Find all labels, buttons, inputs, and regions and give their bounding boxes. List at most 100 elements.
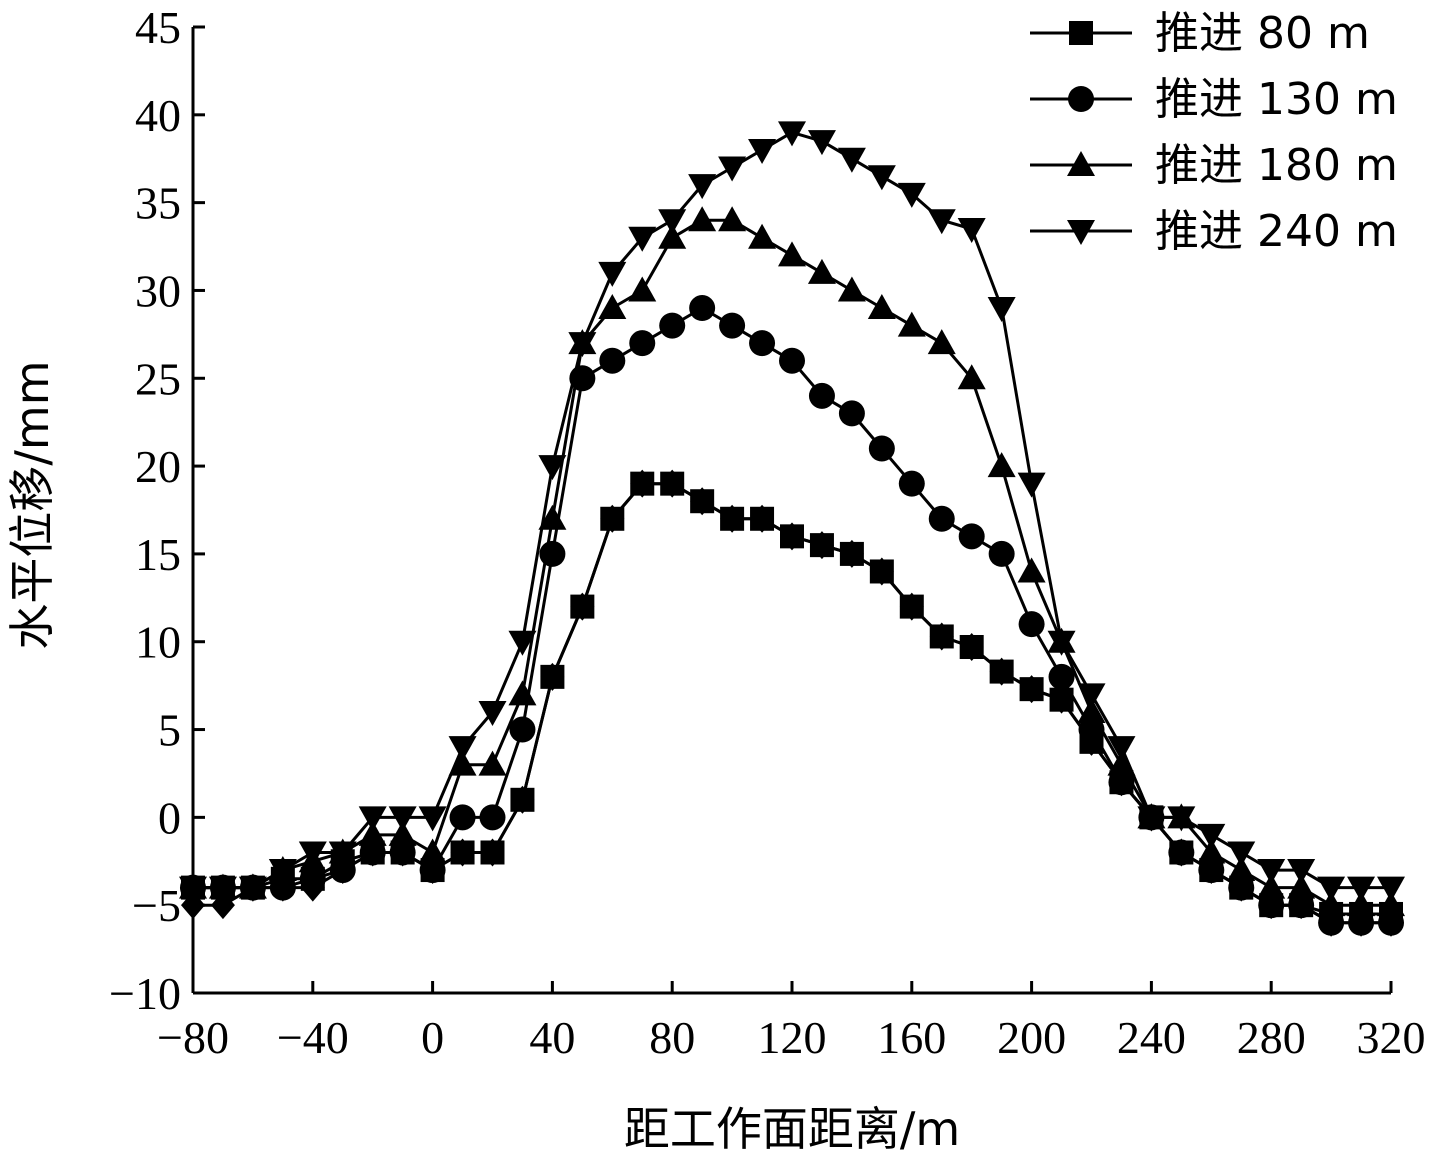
data-point — [479, 804, 506, 831]
data-point — [1017, 557, 1046, 583]
series-5 — [181, 469, 1403, 937]
data-point — [600, 504, 625, 533]
data-point — [1227, 856, 1256, 882]
data-point — [509, 716, 536, 743]
data-point — [957, 364, 986, 390]
data-point — [538, 455, 567, 481]
data-point — [899, 592, 924, 621]
x-tick-label: 320 — [1357, 1012, 1426, 1063]
data-point — [210, 891, 235, 920]
y-tick-label: 20 — [135, 441, 181, 492]
data-point — [450, 838, 475, 867]
data-point — [690, 487, 715, 516]
data-point — [748, 223, 777, 249]
series-layer — [179, 121, 1405, 937]
y-tick-label: 35 — [135, 178, 181, 229]
data-point — [1377, 891, 1405, 917]
data-point — [1319, 908, 1344, 937]
data-point — [300, 873, 325, 902]
legend-marker — [1068, 86, 1094, 112]
legend-entry: 推进 130 m — [1030, 74, 1398, 125]
data-point — [540, 662, 565, 691]
data-point — [390, 838, 415, 867]
data-point — [1107, 750, 1136, 776]
x-tick-label: 160 — [877, 1012, 946, 1063]
data-point — [598, 294, 627, 320]
data-point — [718, 156, 747, 182]
data-point — [929, 622, 954, 651]
data-point — [599, 347, 626, 374]
data-point — [568, 332, 597, 358]
data-point — [1197, 838, 1226, 864]
y-tick-label: 15 — [135, 529, 181, 580]
data-point — [718, 206, 747, 232]
legend-label: 推进 180 m — [1155, 140, 1398, 191]
data-point — [448, 736, 477, 762]
y-tick-label: 0 — [158, 792, 181, 843]
data-point — [837, 147, 866, 173]
data-point — [1169, 838, 1194, 867]
data-point — [837, 276, 866, 302]
data-point — [660, 469, 685, 498]
data-point — [778, 121, 806, 147]
data-point — [748, 138, 777, 164]
data-point — [629, 330, 656, 357]
x-axis-title: 距工作面距离/m — [624, 1102, 960, 1156]
data-point — [659, 312, 686, 339]
legend-marker — [1067, 220, 1095, 245]
data-point — [508, 630, 537, 656]
data-point — [208, 876, 237, 902]
data-point — [448, 750, 477, 776]
y-tick-label: −5 — [132, 880, 181, 931]
data-point — [658, 223, 687, 249]
data-point — [1377, 876, 1405, 902]
data-point — [358, 820, 387, 846]
legend-label: 推进 80 m — [1155, 8, 1370, 59]
data-point — [1107, 736, 1136, 762]
data-point — [720, 504, 745, 533]
data-point — [1167, 806, 1196, 832]
data-point — [1287, 873, 1316, 899]
legend-label: 推进 130 m — [1155, 74, 1398, 125]
data-point — [688, 174, 717, 200]
data-point — [1199, 856, 1224, 885]
data-point — [809, 531, 834, 560]
data-point — [1347, 891, 1376, 917]
data-point — [420, 856, 445, 885]
data-point — [358, 806, 387, 832]
data-point — [897, 182, 926, 208]
x-tick-label: 200 — [997, 1012, 1066, 1063]
data-point — [1379, 908, 1403, 937]
data-point — [928, 505, 955, 532]
data-point — [689, 295, 716, 322]
legend-marker — [1067, 151, 1095, 176]
data-point — [630, 469, 655, 498]
data-point — [480, 838, 505, 867]
data-point — [1227, 841, 1256, 867]
data-point — [388, 806, 417, 832]
data-point — [987, 297, 1016, 323]
data-point — [628, 276, 657, 302]
y-tick-label: 10 — [135, 617, 181, 668]
data-point — [538, 504, 567, 530]
data-point — [1229, 873, 1254, 902]
legend-marker — [1069, 21, 1093, 45]
y-tick-label: 40 — [135, 90, 181, 141]
data-point — [388, 820, 417, 846]
y-tick-label: 25 — [135, 353, 181, 404]
data-point — [1109, 768, 1134, 797]
x-tick-label: −40 — [277, 1012, 349, 1063]
data-point — [927, 209, 956, 235]
data-point — [1287, 859, 1316, 885]
y-tick-label: 45 — [135, 2, 181, 53]
data-point — [1139, 803, 1164, 832]
data-point — [539, 540, 566, 567]
y-tick-label: 5 — [158, 705, 181, 756]
data-point — [268, 859, 297, 885]
data-point — [598, 261, 627, 287]
data-point — [1047, 630, 1076, 656]
data-point — [1017, 472, 1046, 498]
legend-entry: 推进 240 m — [1030, 206, 1398, 257]
data-point — [418, 806, 447, 832]
data-point — [1317, 891, 1346, 917]
